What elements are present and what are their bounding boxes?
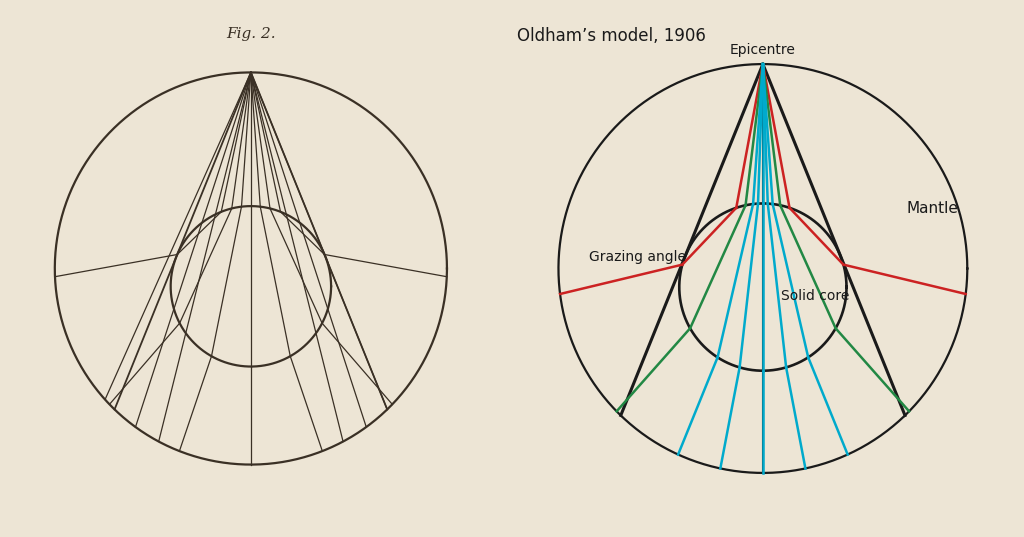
Text: Grazing angle: Grazing angle xyxy=(589,250,686,264)
Text: Fig. 2.: Fig. 2. xyxy=(226,27,275,41)
Text: Oldham’s model, 1906: Oldham’s model, 1906 xyxy=(517,27,706,45)
Text: Epicentre: Epicentre xyxy=(730,43,796,57)
Text: Mantle: Mantle xyxy=(907,201,958,215)
Text: Solid core: Solid core xyxy=(781,289,850,303)
